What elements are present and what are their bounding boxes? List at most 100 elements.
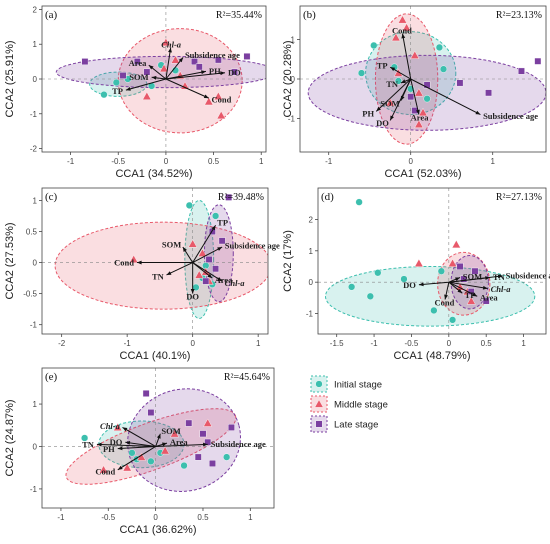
sample-point <box>366 292 374 300</box>
sample-point <box>243 53 251 60</box>
x-axis-label: CCA1 (48.79%) <box>393 350 470 362</box>
arrow-head <box>178 57 184 63</box>
arrow-shaft <box>165 47 172 80</box>
x-axis-label: CCA1 (52.03%) <box>384 168 461 180</box>
y-tick-label: 0 <box>33 442 38 451</box>
arrow-head <box>376 106 381 112</box>
arrow-head <box>497 274 503 279</box>
arrow-label: Subsidence age <box>185 50 240 60</box>
sample-point <box>142 390 150 397</box>
sample-point <box>466 296 476 305</box>
sample-point <box>357 69 366 77</box>
arrow-head <box>455 277 461 282</box>
arrow-label: DO <box>376 118 389 128</box>
sample-point <box>194 453 202 461</box>
x-tick-label: -1 <box>325 157 333 166</box>
sample-point <box>423 81 431 89</box>
arrow-shaft <box>165 72 226 80</box>
arrow-label: Cond <box>114 258 134 268</box>
y-tick-label: -0.5 <box>23 290 37 299</box>
arrow-shaft <box>192 262 223 282</box>
x-tick-label: -1 <box>371 339 379 348</box>
sample-point <box>180 81 190 90</box>
arrow-label: Area <box>170 437 189 447</box>
y-tick-label: 1 <box>33 400 38 409</box>
arrow-label: Subsidence age <box>506 271 550 281</box>
arrow-label: PH <box>209 66 221 76</box>
sample-point <box>414 88 424 97</box>
x-tick-label: -1 <box>57 513 65 522</box>
arrow-label: SOM <box>162 239 181 249</box>
y-tick-label: 0 <box>291 75 296 84</box>
cca-panel-4: SOMTNSubsidence ageDOTPChl-aAreaCond-1.5… <box>282 187 550 362</box>
sample-point <box>485 89 492 97</box>
sample-point <box>100 91 108 99</box>
panel-label: (e) <box>45 371 58 383</box>
x-axis-label: CCA1 (36.62%) <box>119 524 196 536</box>
sample-point <box>370 41 378 50</box>
sample-point <box>194 270 204 279</box>
arrow-head <box>457 288 463 294</box>
arrow-label: DO <box>110 437 123 447</box>
arrow-label: DO <box>186 292 199 302</box>
sample-point <box>170 429 180 438</box>
ellipse-initial-stage <box>324 265 536 327</box>
sample-point <box>195 63 203 71</box>
arrow-label: TP <box>465 290 476 300</box>
sample-point <box>227 423 235 431</box>
arrow-label: Cond <box>212 94 232 104</box>
legend-marker <box>315 380 323 388</box>
arrow-head <box>156 433 161 439</box>
arrow-head <box>190 289 195 294</box>
arrow-head <box>475 110 481 115</box>
arrow-head <box>117 446 123 451</box>
x-tick-label: -0.5 <box>111 157 125 166</box>
y-tick-label: 2 <box>33 5 38 14</box>
environment-arrows: Cond TP TN PH SOM DO Area Subsidence age <box>362 26 538 128</box>
sample-point <box>448 258 458 267</box>
sample-point <box>147 409 155 416</box>
arrow-label: Subsidence age <box>483 111 538 121</box>
sample-point <box>202 277 210 285</box>
sample-point <box>191 58 198 66</box>
arrow-head <box>207 273 213 279</box>
sample-points <box>348 198 490 324</box>
arrow-label: Cond <box>435 297 455 307</box>
y-tick-label: 1 <box>33 196 38 205</box>
sample-point <box>99 465 109 474</box>
sample-point <box>448 316 457 324</box>
arrow-head <box>125 87 131 91</box>
y-axis-label: CCA2 (17%) <box>282 230 294 292</box>
arrow-head <box>148 65 154 70</box>
arrow-label: TN <box>386 79 399 89</box>
arrow-label: TP <box>112 86 123 96</box>
sample-point <box>112 78 120 87</box>
arrow-head <box>125 440 131 445</box>
sample-point <box>185 419 193 427</box>
arrow-shaft <box>155 443 208 447</box>
sample-point <box>211 212 220 220</box>
arrow-shaft <box>125 441 156 447</box>
arrow-shaft <box>410 78 420 115</box>
arrow-label: TP <box>377 61 388 71</box>
arrow-label: Chl-a <box>225 278 246 288</box>
arrow-shaft <box>192 246 223 263</box>
arrow-head <box>390 67 396 72</box>
arrow-head <box>182 247 187 252</box>
r-squared-label: R²=23.13% <box>496 10 542 21</box>
ellipse-late-stage <box>307 54 546 131</box>
x-tick-label: -1.5 <box>330 339 344 348</box>
legend-marker <box>315 420 323 428</box>
panel-label: (c) <box>45 191 58 203</box>
sample-points <box>357 15 542 128</box>
plot-frame <box>317 187 547 335</box>
sample-point <box>400 275 408 283</box>
sample-point <box>418 107 428 117</box>
sample-point <box>214 56 222 64</box>
arrow-label: Area <box>129 58 148 68</box>
arrow-shaft <box>410 78 481 115</box>
sample-point <box>143 68 151 76</box>
arrow-label: Subsidence age <box>225 241 280 251</box>
